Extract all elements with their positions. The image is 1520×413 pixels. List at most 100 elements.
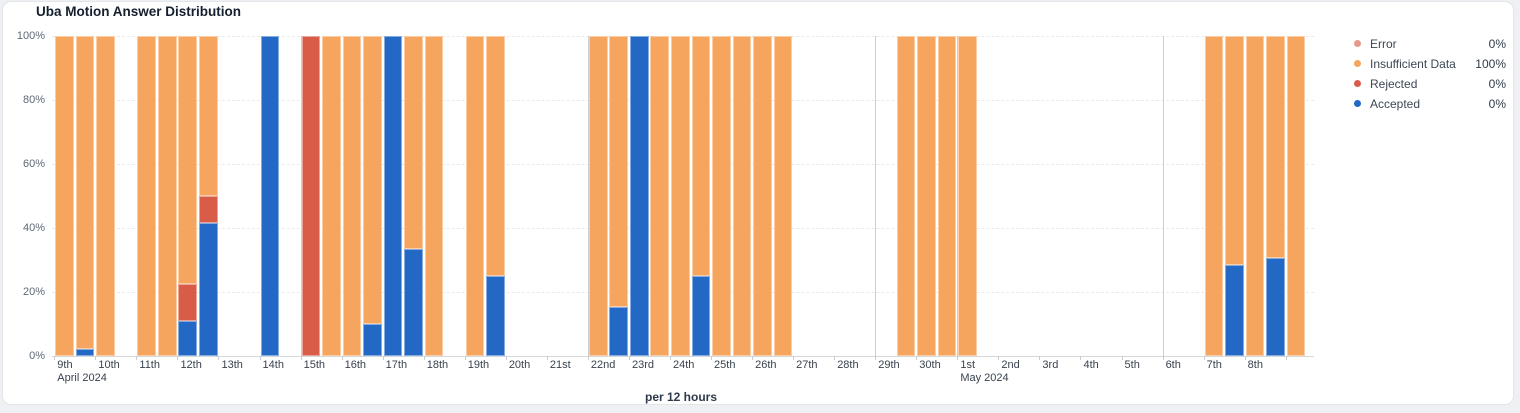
bar-segment-accepted[interactable] [75,348,95,356]
bar-segment-insufficient[interactable] [958,36,977,356]
bar[interactable] [383,36,403,356]
bar[interactable] [486,36,505,356]
bar[interactable] [917,36,936,356]
bar-segment-insufficient[interactable] [342,36,362,356]
bar-segment-accepted[interactable] [609,307,629,356]
bar[interactable] [609,36,629,356]
bar[interactable] [404,36,423,356]
bar[interactable] [773,36,793,356]
x-axis-tickmark [793,356,795,360]
bar[interactable] [691,36,711,356]
bar-segment-insufficient[interactable] [1225,36,1244,266]
bar[interactable] [301,36,321,356]
bar-segment-insufficient[interactable] [732,36,752,356]
legend-value: 100% [1475,56,1506,71]
bar[interactable] [96,36,115,356]
legend-item-accepted[interactable]: Accepted 0% [1354,96,1506,111]
bar[interactable] [465,36,485,356]
bar[interactable] [424,36,444,356]
bar[interactable] [896,36,916,356]
bar[interactable] [55,36,74,356]
bar-segment-insufficient[interactable] [55,36,74,356]
x-axis-tickmark [423,356,425,360]
x-axis-tickmark [300,356,302,360]
bar[interactable] [712,36,731,356]
legend-item-rejected[interactable]: Rejected 0% [1354,76,1506,91]
legend-value: 0% [1488,36,1506,51]
bar[interactable] [1245,36,1265,356]
bar-segment-insufficient[interactable] [691,36,711,276]
bar-segment-insufficient[interactable] [753,36,772,356]
bar-segment-accepted[interactable] [486,276,505,356]
bar-segment-accepted[interactable] [383,36,403,356]
bar-segment-accepted[interactable] [1266,257,1285,356]
bar[interactable] [1225,36,1244,356]
bar-segment-accepted[interactable] [1225,265,1244,356]
bar-segment-accepted[interactable] [260,36,280,356]
bar-segment-insufficient[interactable] [1245,36,1265,356]
bar-segment-insufficient[interactable] [198,36,218,197]
bar-segment-insufficient[interactable] [137,36,156,356]
bar[interactable] [322,36,341,356]
bar[interactable] [1286,36,1306,356]
bar-segment-insufficient[interactable] [650,36,670,356]
bar[interactable] [342,36,362,356]
bar-segment-insufficient[interactable] [424,36,444,356]
bar-segment-insufficient[interactable] [486,36,505,276]
bar[interactable] [75,36,95,356]
x-axis-tickmark [711,356,713,360]
bar[interactable] [137,36,156,356]
bar-segment-insufficient[interactable] [404,36,423,250]
bar-segment-accepted[interactable] [178,320,198,356]
bar-segment-insufficient[interactable] [178,36,198,285]
bar-segment-insufficient[interactable] [712,36,731,356]
bar-segment-insufficient[interactable] [773,36,793,356]
legend-item-error[interactable]: Error 0% [1354,36,1506,51]
bar-segment-insufficient[interactable] [917,36,936,356]
bar-segment-insufficient[interactable] [322,36,341,356]
bar[interactable] [958,36,977,356]
bar[interactable] [157,36,177,356]
bar-segment-insufficient[interactable] [588,36,608,356]
bar[interactable] [1266,36,1285,356]
bar[interactable] [937,36,957,356]
bar-segment-insufficient[interactable] [1204,36,1224,356]
bar-segment-rejected[interactable] [178,284,198,321]
bar[interactable] [671,36,690,356]
bar[interactable] [753,36,772,356]
bar[interactable] [732,36,752,356]
x-axis-tickmark [1080,356,1082,360]
bar-segment-insufficient[interactable] [465,36,485,356]
bar-segment-accepted[interactable] [363,324,382,356]
bar-segment-insufficient[interactable] [1266,36,1285,258]
x-axis-tickmark [1162,356,1164,360]
bar[interactable] [588,36,608,356]
x-axis-tickmark [95,356,97,360]
bar-segment-insufficient[interactable] [671,36,690,356]
bar-segment-rejected[interactable] [301,36,321,356]
bar[interactable] [1204,36,1224,356]
legend-item-insufficient-data[interactable]: Insufficient Data 100% [1354,56,1506,71]
bar[interactable] [363,36,382,356]
bar-segment-accepted[interactable] [691,276,711,356]
bar[interactable] [650,36,670,356]
bar-segment-accepted[interactable] [404,249,423,356]
bar-segment-insufficient[interactable] [896,36,916,356]
bar-segment-rejected[interactable] [198,196,218,224]
bar-segment-insufficient[interactable] [75,36,95,349]
bar-segment-insufficient[interactable] [96,36,115,356]
bar-segment-accepted[interactable] [629,36,649,356]
bar[interactable] [198,36,218,356]
bar-segment-insufficient[interactable] [609,36,629,308]
bar[interactable] [178,36,198,356]
bar-segment-accepted[interactable] [198,223,218,356]
bar-segment-insufficient[interactable] [1286,36,1306,356]
bar-segment-insufficient[interactable] [157,36,177,356]
x-axis-tickmark [752,356,754,360]
bar[interactable] [629,36,649,356]
bar-segment-insufficient[interactable] [363,36,382,324]
bar-segment-insufficient[interactable] [937,36,957,356]
x-axis-month-label: May 2024 [960,372,1009,384]
bar[interactable] [260,36,280,356]
